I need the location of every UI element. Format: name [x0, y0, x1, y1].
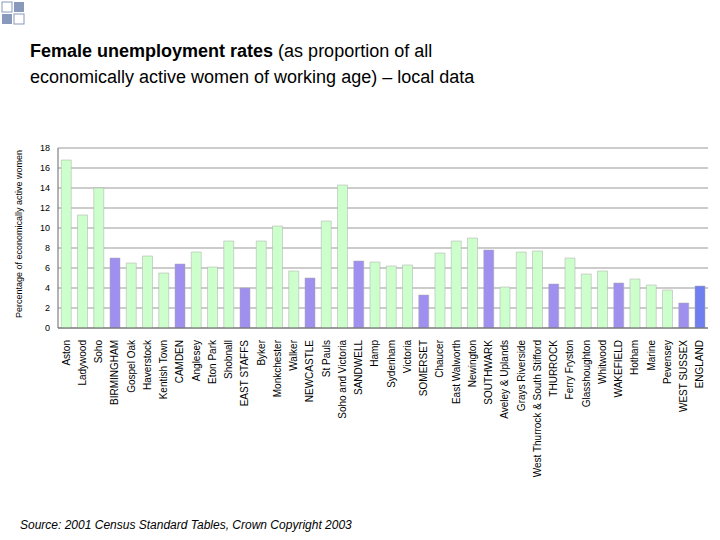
- svg-text:East Walworth: East Walworth: [451, 340, 462, 404]
- svg-text:St Pauls: St Pauls: [321, 340, 332, 377]
- svg-text:Soho and Victoria: Soho and Victoria: [337, 340, 348, 419]
- svg-text:Chaucer: Chaucer: [434, 339, 445, 377]
- svg-text:12: 12: [40, 203, 50, 213]
- svg-text:Whitwood: Whitwood: [597, 340, 608, 384]
- svg-text:Monkchester: Monkchester: [272, 339, 283, 397]
- svg-text:SOMERSET: SOMERSET: [418, 340, 429, 396]
- svg-text:Aveley & Uplands: Aveley & Uplands: [499, 340, 510, 419]
- svg-text:Gospel Oak: Gospel Oak: [126, 339, 137, 393]
- svg-text:WEST SUSSEX: WEST SUSSEX: [678, 340, 689, 412]
- svg-text:WAKEFIELD: WAKEFIELD: [613, 340, 624, 397]
- svg-text:Hamp: Hamp: [369, 340, 380, 367]
- svg-text:8: 8: [45, 243, 50, 253]
- svg-text:Aston: Aston: [61, 340, 72, 366]
- svg-text:THURROCK: THURROCK: [548, 340, 559, 397]
- svg-text:2: 2: [45, 303, 50, 313]
- svg-text:Eton Park: Eton Park: [207, 339, 218, 384]
- svg-text:Percentage of economically act: Percentage of economically active women: [14, 150, 24, 318]
- svg-text:Ferry Fryston: Ferry Fryston: [564, 340, 575, 399]
- svg-text:16: 16: [40, 163, 50, 173]
- svg-text:SANDWELL: SANDWELL: [353, 340, 364, 395]
- svg-text:SOUTHWARK: SOUTHWARK: [483, 340, 494, 405]
- svg-text:Sydenham: Sydenham: [386, 340, 397, 388]
- svg-text:Glasshoughton: Glasshoughton: [581, 340, 592, 407]
- svg-text:Shobnall: Shobnall: [223, 340, 234, 379]
- svg-text:Haverstock: Haverstock: [142, 339, 153, 390]
- svg-text:Newington: Newington: [467, 340, 478, 387]
- svg-text:EAST STAFFS: EAST STAFFS: [239, 340, 250, 407]
- html-text:Female unemployment rates (as: Female unemployment rates (as proportion…: [30, 41, 475, 87]
- svg-text:West Thurrock & South Stifford: West Thurrock & South Stifford: [532, 340, 543, 477]
- svg-text:Byker: Byker: [256, 339, 267, 365]
- svg-text:Victoria: Victoria: [402, 340, 413, 374]
- svg-text:10: 10: [40, 223, 50, 233]
- svg-text:Walker: Walker: [288, 339, 299, 370]
- svg-text:4: 4: [45, 283, 50, 293]
- svg-text:Anglesey: Anglesey: [191, 340, 202, 381]
- svg-text:0: 0: [45, 323, 50, 333]
- svg-text:Marine: Marine: [646, 340, 657, 371]
- svg-text:Soho: Soho: [93, 340, 104, 364]
- svg-text:NEWCASTLE: NEWCASTLE: [304, 340, 315, 403]
- svg-text:Grays Riverside: Grays Riverside: [516, 340, 527, 412]
- svg-text:Pevensey: Pevensey: [662, 340, 673, 384]
- svg-text:Hotham: Hotham: [629, 340, 640, 375]
- svg-text:BIRMINGHAM: BIRMINGHAM: [109, 340, 120, 405]
- svg-text:Kentish Town: Kentish Town: [158, 340, 169, 399]
- svg-text:ENGLAND: ENGLAND: [694, 340, 705, 388]
- svg-text:18: 18: [40, 143, 50, 153]
- svg-text:CAMDEN: CAMDEN: [174, 340, 185, 383]
- svg-text:14: 14: [40, 183, 50, 193]
- html-text:Source: 2001 Census Standard T: Source: 2001 Census Standard Tables, Cro…: [20, 518, 352, 532]
- svg-text:Ladywood: Ladywood: [77, 340, 88, 386]
- svg-text:6: 6: [45, 263, 50, 273]
